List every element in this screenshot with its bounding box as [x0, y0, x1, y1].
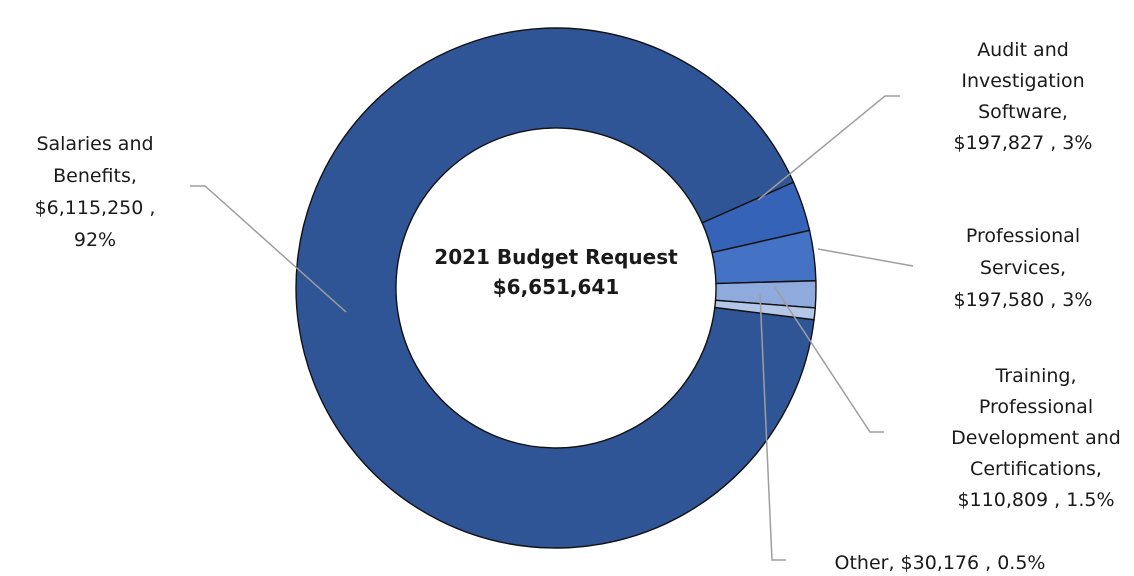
label-training-professional-development-and-certifications: Training, Professional Development and Cert… [951, 365, 1121, 511]
label-line: Development and [951, 427, 1121, 449]
label-line: Software, [978, 101, 1068, 123]
center-total: $6,651,641 [493, 275, 620, 299]
label-line: Other, $30,176 , 0.5% [835, 552, 1046, 574]
slice-labels: Salaries and Benefits, $6,115,250 , 92% Audi… [35, 39, 1121, 574]
label-audit-and-investigation-software: Audit and Investigation Software, $197,827 … [954, 39, 1093, 154]
label-professional-services: Professional Services, $197,580 , 3% [954, 225, 1093, 311]
leader-line-4 [773, 285, 884, 433]
label-line: $6,115,250 , [35, 197, 156, 219]
slice-other [714, 299, 816, 321]
label-line: Professional [979, 396, 1093, 418]
label-line: $197,827 , 3% [954, 132, 1093, 154]
slices-layer [295, 27, 817, 549]
label-line: Audit and [977, 39, 1069, 61]
label-line: Professional [966, 225, 1080, 247]
leader-line-2 [757, 95, 900, 201]
center-title: 2021 Budget Request [434, 245, 678, 269]
label-other: Other, $30,176 , 0.5% [835, 552, 1046, 574]
leader-line-5 [759, 293, 786, 561]
label-salaries-and-benefits: Salaries and Benefits, $6,115,250 , 92% [35, 133, 156, 251]
label-line: 92% [74, 229, 116, 251]
label-line: $197,580 , 3% [954, 289, 1093, 311]
leader-line-3 [817, 248, 914, 267]
leader-lines [190, 95, 914, 561]
label-line: Investigation [961, 70, 1084, 92]
label-line: $110,809 , 1.5% [957, 489, 1114, 511]
label-line: Training, [994, 365, 1076, 387]
label-line: Services, [980, 257, 1066, 279]
label-line: Benefits, [53, 165, 137, 187]
label-line: Certifications, [970, 458, 1102, 480]
slice-salaries-and-benefits [295, 27, 815, 549]
label-line: Salaries and [36, 133, 153, 155]
leader-line-1 [190, 185, 347, 313]
